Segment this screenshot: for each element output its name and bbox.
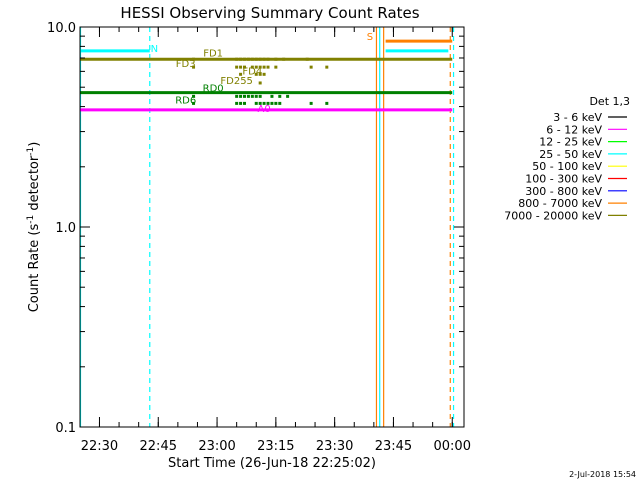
x-axis-label: Start Time (26-Jun-18 22:25:02): [168, 456, 376, 471]
date-stamp: 2-Jul-2018 15:54: [569, 470, 636, 479]
x-tick-label: 23:00: [198, 439, 235, 454]
annotation-label: S: [367, 32, 373, 43]
annotation-label: FD4: [242, 66, 262, 77]
legend-label: 25 - 50 keV: [539, 148, 602, 161]
annotation-label: N: [151, 44, 158, 55]
legend-label: 3 - 6 keV: [553, 111, 602, 124]
x-tick-label: 22:30: [81, 439, 118, 454]
legend-label: 7000 - 20000 keV: [504, 209, 602, 222]
legend-label: 800 - 7000 keV: [518, 197, 602, 210]
annotation-label: FD255: [220, 76, 253, 87]
annotation-label: RD0: [203, 84, 224, 95]
annotation-label: A0: [257, 104, 270, 115]
x-tick-label: 22:45: [140, 439, 177, 454]
x-tick-label: 23:15: [257, 439, 294, 454]
annotation-label: FD3: [176, 59, 196, 70]
chart-title: HESSI Observing Summary Count Rates: [120, 4, 419, 22]
x-tick-label: 00:00: [434, 439, 471, 454]
y-tick-label: 1.0: [55, 221, 76, 236]
legend-label: 100 - 300 keV: [525, 173, 602, 186]
y-axis-label: Count Rate (s-1 detector-1): [26, 142, 42, 313]
y-tick-label: 0.1: [55, 421, 76, 436]
legend-label: 300 - 800 keV: [525, 185, 602, 198]
legend-title: Det 1,3: [589, 95, 630, 108]
y-tick-label: 10.0: [47, 21, 76, 36]
x-tick-label: 23:30: [316, 439, 353, 454]
x-tick-label: 23:45: [375, 439, 412, 454]
annotation-label: RD6: [175, 95, 196, 106]
legend-label: 12 - 25 keV: [539, 136, 602, 149]
annotation-label: FD1: [203, 49, 223, 60]
legend-label: 6 - 12 keV: [546, 123, 602, 136]
legend-label: 50 - 100 keV: [532, 160, 602, 173]
